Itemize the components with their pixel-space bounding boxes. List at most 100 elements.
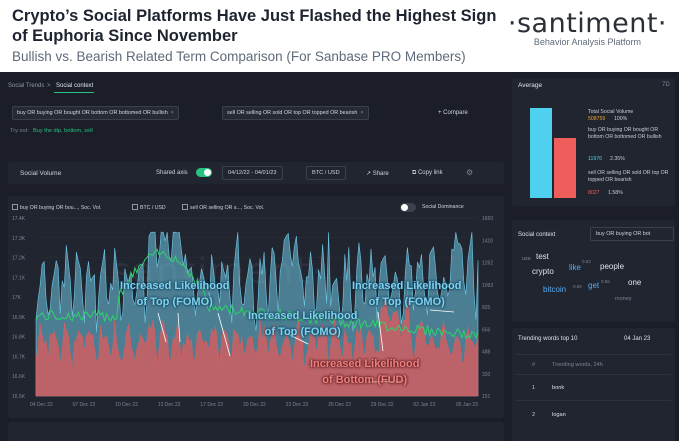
close-icon[interactable]: × [360,110,364,116]
legend-social-dominance: Social Dominance [422,204,464,210]
annotation-top-2: Increased Likelihood of Top (FOMO) [248,308,357,340]
context-query-select[interactable]: buy OR buying OR bot [590,227,674,241]
total-volume-label: Total Social Volume [588,109,634,115]
average-bar-bullish [530,108,552,198]
legend-btc-label: BTC / USD [140,205,166,211]
try-out-label: Try out: [10,128,29,134]
santiment-logo: ·santiment· [507,8,667,39]
copy-link-button[interactable]: ⧉ Copy link [412,170,443,176]
annotation-bottom: Increased Likelihood of Bottom (FUD) [310,356,419,388]
annotation-arrow [367,380,405,383]
y-tick-label-left: 17K [12,295,22,301]
trending-words-panel: Trending words top 10 04 Jan 23 # Trendi… [512,328,675,441]
social-dominance-toggle[interactable] [400,203,416,212]
copy-link-label: Copy link [417,170,443,176]
annotation-line: of Top (FOMO) [368,296,445,308]
context-word[interactable]: one [628,278,642,287]
annotation-line: of Top (FOMO) [136,296,213,308]
x-tick-label: 02 Jan 23 [413,402,435,408]
y-tick-label-left: 16.9K [12,315,26,321]
average-title: Average [518,82,543,89]
divider [516,374,671,375]
context-word[interactable]: test [536,252,549,261]
context-word[interactable]: money [615,296,632,302]
y-tick-label-right: 1093 [482,283,493,289]
pair-selector[interactable]: BTC / USD [306,166,346,180]
trending-col-num: # [532,362,536,368]
legend-bullish[interactable]: buy OR buying OR bou..., Soc. Vol. [12,204,101,211]
x-tick-label: 26 Dec 22 [328,402,351,408]
bearish-term-value: 8027 [588,190,600,196]
y-tick-label-left: 16.7K [12,354,26,360]
checkbox-icon [132,204,138,210]
bullish-term-value: 11976 [588,156,603,162]
trending-word[interactable]: bonk [552,385,565,391]
legend-btc[interactable]: BTC / USD [132,204,166,211]
legend-bullish-label: buy OR buying OR bou..., Soc. Vol. [20,205,102,211]
divider [516,354,671,355]
trending-date-picker[interactable]: 04 Jan 23 [624,336,651,342]
settings-gear-icon[interactable]: ⚙ [466,168,474,177]
y-tick-label-right: 488 [482,350,491,356]
context-word: 0.56 [601,279,610,284]
context-word[interactable]: bitcoin [543,285,567,294]
chart-navigator[interactable] [8,422,504,441]
chart-title: Social Volume [20,170,62,177]
try-out-links[interactable]: Buy the dip, bottom, sell [33,128,93,134]
legend-bearish[interactable]: sell OR selling OR s..., Soc. Vol. [182,204,264,211]
x-tick-label: 23 Dec 22 [286,402,309,408]
trending-word[interactable]: logan [552,412,566,418]
social-volume-chart-panel: buy OR buying OR bou..., Soc. Vol. BTC /… [8,196,504,418]
tab-bar: Social Trends > Social context [0,72,508,94]
btc-price-line [35,248,479,340]
shared-axis-toggle[interactable] [196,168,212,177]
annotation-top-3: Increased Likelihood of Top (FOMO) [352,278,461,310]
y-tick-label-right: 1420 [482,238,493,244]
y-tick-label-left: 16.8K [12,335,26,341]
context-word[interactable]: get [588,281,600,290]
bearish-query-chip[interactable]: sell OR selling OR sold OR top OR topped… [222,106,369,120]
y-tick-label-left: 17.1K [12,275,26,281]
active-tab-indicator [54,92,94,93]
x-tick-label: 07 Dec 22 [73,402,96,408]
annotation-line: of Top (FOMO) [264,326,341,338]
share-button[interactable]: ↗ Share [366,171,389,177]
context-word[interactable]: use [522,256,531,262]
social-volume-chart[interactable]: 16.5K 16.6K 16.7K 16.8K 16.9K 17K 17.1K 17.2K 17… [8,196,504,418]
bullish-query-text: buy OR buying OR bought OR bottom OR bot… [17,110,168,116]
annotation-line: of Bottom (FUD) [322,374,408,386]
y-tick-label-left: 17.3K [12,236,26,242]
brand-block: ·santiment· Behavior Analysis Platform [508,8,667,47]
tab-social-trends[interactable]: Social Trends [8,83,45,89]
y-tick-label-right: 151 [482,394,491,400]
tab-social-context[interactable]: Social context [56,83,94,89]
annotation-top-1: Increased Likelihood of Top (FOMO) [120,278,229,310]
total-volume-pct: 100% [614,116,628,122]
y-tick-label-left: 16.6K [12,374,26,380]
period-selector[interactable]: 7D [662,82,670,88]
trending-title: Trending words top 10 [518,336,578,342]
context-word[interactable]: like [569,263,582,272]
x-tick-label: 20 Dec 22 [243,402,266,408]
date-range-picker[interactable]: 04/12/22 - 04/01/23 [222,166,283,180]
context-word[interactable]: crypto [532,267,554,276]
y-tick-label-left: 17.2K [12,256,26,262]
context-word: 0.60 [573,284,582,289]
context-word: 0.63 [582,259,591,264]
compare-button[interactable]: + Compare [438,110,468,116]
sanbase-app: Social Trends > Social context buy OR bu… [0,72,679,441]
bullish-query-chip[interactable]: buy OR buying OR bought OR bottom OR bot… [12,106,179,120]
annotation-arrow [429,309,455,313]
annotation-line: Increased Likelihood [120,280,230,292]
context-word[interactable]: people [600,262,625,271]
legend-bearish-label: sell OR selling OR s..., Soc. Vol. [190,205,265,211]
y-tick-label-right: 825 [482,305,491,311]
x-tick-label: 10 Dec 22 [115,402,138,408]
bearish-query-text: sell OR selling OR sold OR top OR topped… [227,110,358,116]
chart-toolbar: Social Volume Shared axis 04/12/22 - 04/… [8,162,504,184]
average-panel: Average 7D Total Social Volume 508759 10… [512,78,675,206]
trending-row-num: 2 [532,412,536,418]
close-icon[interactable]: × [170,110,174,116]
page-subtitle: Bullish vs. Bearish Related Term Compari… [12,49,466,64]
